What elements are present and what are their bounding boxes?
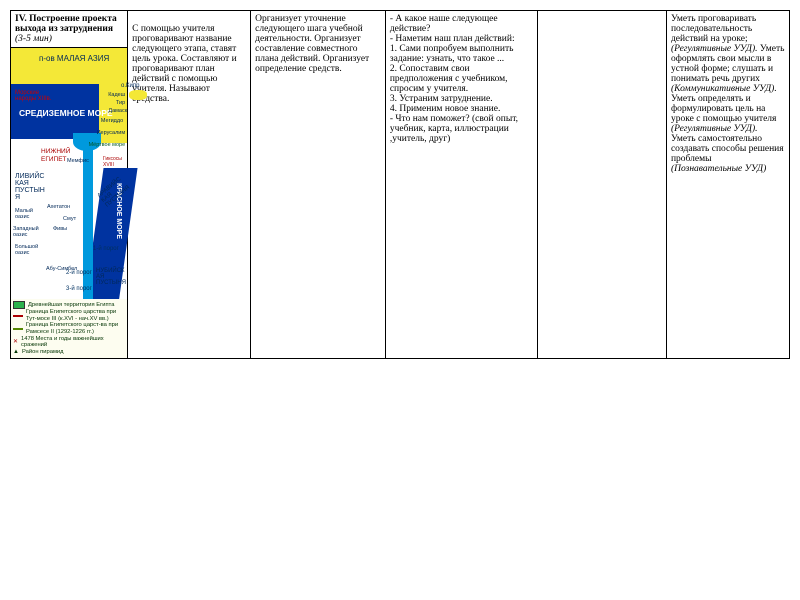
asia-minor-label: п-ов МАЛАЯ АЗИЯ [39,54,109,63]
oasis-small: Малый оазис [15,208,35,220]
teacher-activity-cell: Организует уточнение следующего шага уче… [251,11,386,359]
uud-text: Уметь определять и формулировать цель на… [671,94,776,124]
help-text: - Что нам поможет? (свой опыт, учебник, … [390,114,518,144]
dead-sea-label: Мёртвое море [89,142,126,148]
city-akhetaton: Ахетатон [47,204,70,210]
lesson-plan-table: IV. Построение проекта выхода из затрудн… [10,10,790,359]
col3-text: Организует уточнение следующего шага уче… [255,14,369,74]
lower-egypt-label: НИЖНИЙ [41,148,70,155]
libya-label: ЛИВИЙСКАЯ ПУСТЫНЯ [15,173,45,201]
sea-peoples-label: Морские народы XIIIв. [15,90,55,102]
rapids-1: 1-й порог [93,246,119,252]
uud-type: (Познавательные УУД) [671,164,766,174]
legend-text: Граница Египетского царст-ва при Рамсесе… [26,322,125,335]
uud-type: (Регулятивные УУД). [671,44,758,54]
uud-text: Уметь самостоятельно создавать способы р… [671,134,784,164]
students-activity-cell: С помощью учителя проговаривают название… [128,11,251,359]
plan-item: 1. Сами попробуем выполнить задание: узн… [390,44,514,64]
legend-cross-icon: ✕ [13,339,18,346]
uud-cell: Уметь проговаривать последовательность д… [666,11,789,359]
city-thebes: Фивы [53,226,67,232]
legend-line-icon [13,315,23,317]
plan-intro: - Наметим наш план действий: [390,34,515,44]
legend-text: 1478 Места и годы важнейших сражений [21,336,125,349]
oasis-west: Западный оазис [13,226,39,238]
empty-cell [538,11,667,359]
map-cell: п-ов МАЛАЯ АЗИЯ СРЕДИЗЕМНОЕ МОРЕ КРАСНОЕ… [11,48,128,359]
city-memphis: Мемфис [67,158,89,164]
plan-item: 4. Применим новое знание. [390,104,501,114]
city-tir: Тир [116,100,125,106]
hyksos-label: Гиксосы XVIII [103,156,127,168]
uud-type: (Регулятивные УУД). [671,124,758,134]
cyprus-island [129,90,147,100]
rapids-2: 2-й порог [66,270,92,276]
oasis-big: Большой оазис [15,244,39,256]
legend-text: Район пирамид [22,349,64,356]
city-kadesh: Кадеш [108,92,125,98]
legend-text: Граница Египетского царства при Тут-мосе… [26,309,125,322]
nubia-label: НУБИЙСКАЯ ПУСТЫНЯ [96,268,126,286]
map-legend: Древнейшая территория Египта Граница Еги… [11,299,127,358]
med-sea-label: СРЕДИЗЕМНОЕ МОРЕ [19,108,113,118]
legend-text: Древнейшая территория Египта [28,302,114,309]
city-jerusalem: Иерусалим [97,130,126,136]
stage-number: IV. [15,14,27,24]
stage-title: Построение [29,14,80,24]
legend-swatch-icon [13,301,25,309]
egypt-map: п-ов МАЛАЯ АЗИЯ СРЕДИЗЕМНОЕ МОРЕ КРАСНОЕ… [11,48,127,358]
dialogue-q: - А какое наше следующее действие? [390,14,498,34]
uud-type: (Коммуникативные УУД). [671,84,777,94]
rapids-3: 3-й порог [66,286,92,292]
legend-pyramid-icon: ▲ [13,349,19,356]
stage-cell: IV. Построение проекта выхода из затрудн… [11,11,128,48]
dialogue-cell: - А какое наше следующее действие? - Нам… [385,11,537,359]
stage-title: из затруднения [48,24,113,34]
plan-item: 3. Устраним затруднение. [390,94,493,104]
col2-text: С помощью учителя проговаривают название… [132,24,237,104]
uud-text: Уметь проговаривать последовательность д… [671,14,756,44]
plan-item: 2. Сопоставим свои предположения с учебн… [390,64,508,94]
cyprus-label: о.Кипр [121,83,139,89]
city-megiddo: Мегиддо [101,118,123,124]
stage-duration: (3-5 мин) [15,34,52,44]
city-smut: Смут [63,216,76,222]
egypt-label: ЕГИПЕТ [41,156,67,163]
city-damascus: Дамаск [108,108,127,114]
table-row: IV. Построение проекта выхода из затрудн… [11,11,790,48]
legend-line-icon [13,328,23,330]
